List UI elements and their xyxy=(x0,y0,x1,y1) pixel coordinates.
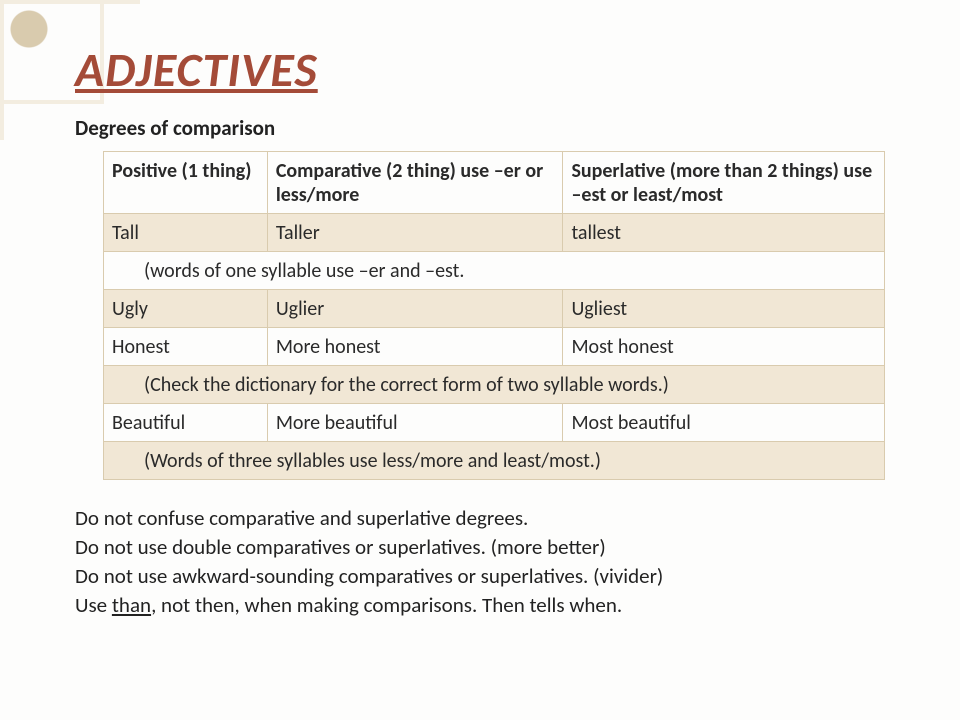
cell-superlative: Ugliest xyxy=(563,290,885,328)
cell-positive: Honest xyxy=(104,328,268,366)
table-note-row: (words of one syllable use –er and –est. xyxy=(104,252,885,290)
table-note-row: (Check the dictionary for the correct fo… xyxy=(104,366,885,404)
header-superlative: Superlative (more than 2 things) use –es… xyxy=(563,152,885,214)
table-row: Ugly Uglier Ugliest xyxy=(104,290,885,328)
comparison-table: Positive (1 thing) Comparative (2 thing)… xyxy=(103,151,885,480)
footer-notes: Do not confuse comparative and superlati… xyxy=(75,504,905,620)
slide-content: ADJECTIVES Degrees of comparison Positiv… xyxy=(75,40,905,620)
table-row: Beautiful More beautiful Most beautiful xyxy=(104,404,885,442)
header-positive: Positive (1 thing) xyxy=(104,152,268,214)
cell-comparative: More honest xyxy=(267,328,563,366)
slide-title: ADJECTIVES xyxy=(75,40,905,99)
cell-comparative: More beautiful xyxy=(267,404,563,442)
table-row: Honest More honest Most honest xyxy=(104,328,885,366)
cell-superlative: Most honest xyxy=(563,328,885,366)
cell-positive: Beautiful xyxy=(104,404,268,442)
comparison-table-wrap: Positive (1 thing) Comparative (2 thing)… xyxy=(103,151,885,480)
cell-comparative: Taller xyxy=(267,214,563,252)
slide-subtitle: Degrees of comparison xyxy=(75,115,905,141)
cell-superlative: Most beautiful xyxy=(563,404,885,442)
note-text: , not then, when making comparisons. The… xyxy=(151,592,622,618)
table-row: Tall Taller tallest xyxy=(104,214,885,252)
table-note: (words of one syllable use –er and –est. xyxy=(104,252,885,290)
note-line: Do not use double comparatives or superl… xyxy=(75,533,905,562)
note-underline-than: than xyxy=(112,592,151,618)
note-line: Use than, not then, when making comparis… xyxy=(75,591,905,620)
table-note-row: (Words of three syllables use less/more … xyxy=(104,442,885,480)
cell-superlative: tallest xyxy=(563,214,885,252)
table-note: (Words of three syllables use less/more … xyxy=(104,442,885,480)
table-note: (Check the dictionary for the correct fo… xyxy=(104,366,885,404)
note-line: Do not use awkward-sounding comparatives… xyxy=(75,562,905,591)
cell-positive: Ugly xyxy=(104,290,268,328)
note-line: Do not confuse comparative and superlati… xyxy=(75,504,905,533)
table-header-row: Positive (1 thing) Comparative (2 thing)… xyxy=(104,152,885,214)
cell-comparative: Uglier xyxy=(267,290,563,328)
header-comparative: Comparative (2 thing) use –er or less/mo… xyxy=(267,152,563,214)
cell-positive: Tall xyxy=(104,214,268,252)
note-text: Use xyxy=(75,592,112,618)
